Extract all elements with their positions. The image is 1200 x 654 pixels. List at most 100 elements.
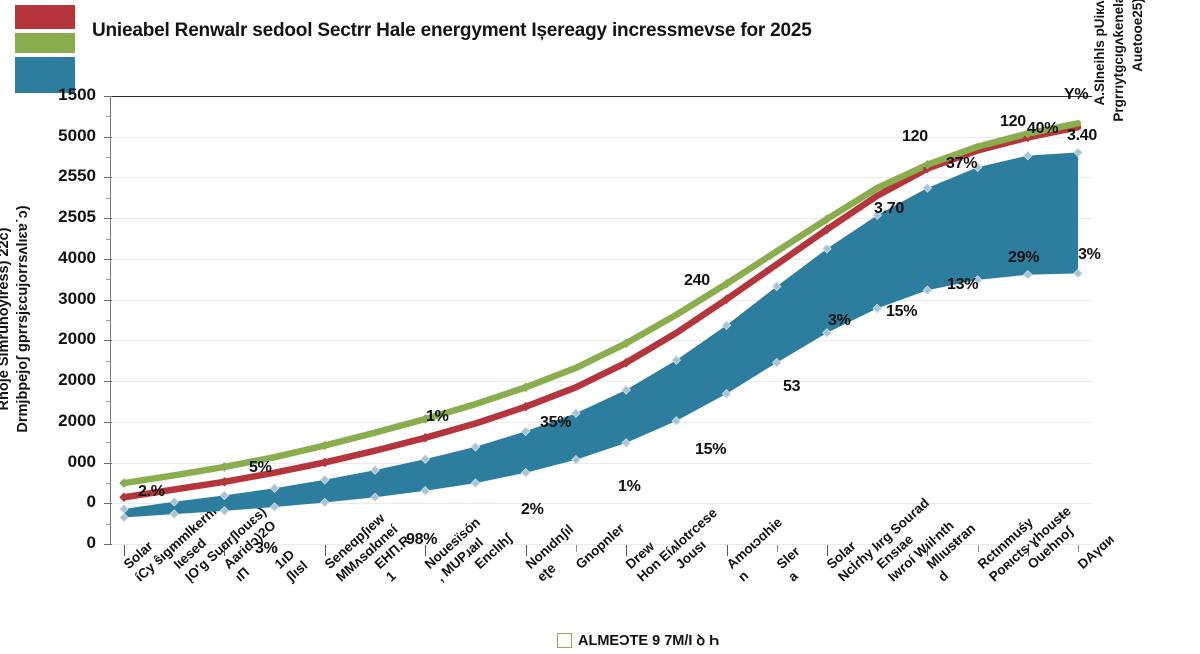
plot-area[interactable] xyxy=(110,96,1092,544)
data-point-annotation: 3% xyxy=(828,312,851,329)
data-point-annotation: 53 xyxy=(783,378,801,395)
data-point-annotation: 1% xyxy=(618,478,641,495)
data-point-annotation: 240 xyxy=(684,272,710,289)
data-point-annotation: 40% xyxy=(1027,120,1059,137)
gridline xyxy=(110,462,1092,464)
blue-upper-marker xyxy=(721,320,732,331)
x-axis-tick-mark xyxy=(1027,545,1029,556)
blue-upper-marker xyxy=(1022,150,1033,161)
x-axis-tick-mark xyxy=(826,545,828,556)
top-legend xyxy=(14,4,76,94)
y-axis-label-right-line1: A.SIneihls pUiкʌets3() xyxy=(1092,0,1107,106)
y-axis-tick-mark xyxy=(104,177,112,179)
x-axis-tick-mark xyxy=(375,545,377,552)
green-series-marker xyxy=(922,159,933,170)
y-axis-tick-mark xyxy=(104,218,112,220)
blue-lower-marker xyxy=(470,478,481,488)
blue-lower-marker xyxy=(319,497,330,508)
blue-upper-marker xyxy=(219,490,230,501)
y-axis-minor-tick xyxy=(106,320,111,321)
blue-lower-marker xyxy=(520,467,531,478)
data-point-annotation: 3.70 xyxy=(874,200,904,217)
blue-lower-marker xyxy=(119,512,129,523)
x-axis-tick-mark xyxy=(726,545,728,556)
blue-upper-marker xyxy=(972,162,983,173)
blue-lower-marker xyxy=(219,506,230,516)
data-point-annotation: 120 xyxy=(1000,113,1026,130)
y-axis-tick-mark xyxy=(104,544,112,545)
gridline xyxy=(110,544,1092,545)
x-axis-tick-mark xyxy=(877,545,879,552)
y-axis-tick-label: 5000 xyxy=(58,125,96,145)
data-point-annotation: 5% xyxy=(249,459,272,476)
y-axis-tick-label: 1500 xyxy=(58,85,96,104)
blue-lower-marker xyxy=(972,275,983,285)
data-point-annotation: 15% xyxy=(886,303,918,320)
data-point-annotation: Y% xyxy=(1064,86,1089,103)
data-point-annotation: 98% xyxy=(406,531,438,548)
blue-upper-marker xyxy=(621,385,631,395)
blue-upper-marker xyxy=(269,483,280,494)
green-series-marker xyxy=(621,338,631,349)
y-axis-tick-label: 4000 xyxy=(58,247,96,267)
y-axis-label-right: A.SIneihls pUiкʌets3() Prgrrıytgcıɡʌƙene… xyxy=(1090,0,1147,200)
green-series-marker xyxy=(520,382,531,393)
x-axis-tick-mark xyxy=(475,545,477,552)
blue-lower-marker xyxy=(420,485,431,496)
plot-top-border xyxy=(110,96,1092,97)
x-axis-tick-mark xyxy=(1078,545,1079,552)
legend-swatch-green[interactable] xyxy=(14,32,76,54)
bottom-legend-label: ALMEƆTE 9 7M/I ꝺ Һ xyxy=(578,633,720,649)
legend-swatch-blue[interactable] xyxy=(14,56,76,94)
y-axis-tick-mark xyxy=(104,299,112,301)
y-axis-minor-tick xyxy=(106,523,111,525)
y-axis-tick-mark xyxy=(104,136,112,138)
y-axis-tick-mark xyxy=(104,503,112,505)
gridline xyxy=(110,136,1092,138)
blue-upper-marker xyxy=(520,426,531,437)
blue-lower-marker xyxy=(269,502,280,512)
y-axis-minor-tick xyxy=(106,157,111,159)
red-series-line[interactable] xyxy=(120,123,1082,501)
series-svg xyxy=(119,120,1083,523)
gridline xyxy=(110,340,1092,342)
bottom-legend[interactable]: ALMEƆTE 9 7M/I ꝺ Һ xyxy=(557,630,719,650)
gridline xyxy=(110,503,1092,505)
data-point-annotation: 3% xyxy=(255,540,278,557)
green-series-line[interactable] xyxy=(120,120,1082,487)
data-point-annotation: 37% xyxy=(946,155,978,172)
y-axis-minor-tick xyxy=(106,360,111,362)
blue-upper-marker xyxy=(922,183,933,193)
y-axis-tick-mark xyxy=(104,340,112,342)
y-axis-tick-label: 3000 xyxy=(58,288,96,308)
data-point-annotation: 29% xyxy=(1008,249,1040,266)
blue-upper-marker xyxy=(470,441,481,452)
data-point-annotation: 2% xyxy=(521,501,544,518)
blue-lower-marker xyxy=(822,328,832,338)
y-axis-minor-tick xyxy=(106,442,111,444)
gridline xyxy=(110,177,1092,179)
y-axis-tick-label: 2000 xyxy=(58,329,96,349)
y-axis-tick-label: 0 xyxy=(86,492,96,512)
y-axis-tick-mark xyxy=(104,381,112,383)
red-series-marker xyxy=(822,224,832,235)
blue-lower-marker xyxy=(922,285,933,296)
data-point-annotation: 3% xyxy=(1078,246,1101,263)
blue-lower-marker xyxy=(671,416,682,426)
y-axis-tick-label: 2505 xyxy=(58,207,96,227)
x-axis-tick-mark xyxy=(977,545,979,552)
y-axis-tick-label: 0 xyxy=(86,533,96,552)
y-axis-tick-label: 2000 xyxy=(58,370,96,390)
x-axis-tick-mark xyxy=(676,545,678,552)
blue-upper-marker xyxy=(1073,147,1083,158)
blue-lower-marker xyxy=(771,357,782,368)
legend-swatch-red[interactable] xyxy=(14,4,76,30)
blue-upper-marker xyxy=(822,243,832,254)
x-axis-tick-mark xyxy=(525,545,527,556)
blue-area-band[interactable] xyxy=(124,152,1078,518)
y-axis-label-right-line2: Prgrrıytgcıɡʌƙenelaüpɐ. 2ɡ xyxy=(1111,0,1126,122)
y-axis-tick-mark xyxy=(104,462,112,464)
blue-lower-marker xyxy=(169,509,180,519)
y-axis-minor-tick xyxy=(106,279,111,281)
bottom-legend-marker-icon xyxy=(557,632,572,648)
